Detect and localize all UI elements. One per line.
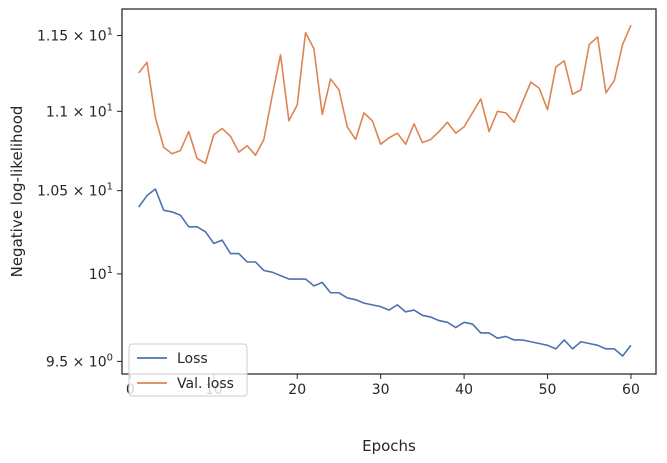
x-axis-label: Epochs bbox=[362, 437, 416, 455]
y-tick-label: 9.5 × 100 bbox=[46, 352, 113, 370]
x-tick-label: 20 bbox=[288, 382, 306, 398]
x-tick-label: 40 bbox=[455, 382, 473, 398]
legend: Loss Val. loss bbox=[128, 343, 248, 397]
x-tick-label: 30 bbox=[372, 382, 390, 398]
series-layer bbox=[138, 24, 632, 357]
y-axis-ticks: 9.5 × 100 101 1.05 × 101 1.1 × 101 1.15 × 10… bbox=[37, 26, 122, 370]
y-axis-label: Negative log-likelihood bbox=[8, 106, 26, 278]
y-tick-label: 1.1 × 101 bbox=[46, 102, 113, 120]
y-tick-label: 1.05 × 101 bbox=[37, 182, 113, 200]
x-tick-label: 60 bbox=[622, 382, 640, 398]
legend-label-1: Val. loss bbox=[177, 376, 234, 392]
y-tick-label: 101 bbox=[89, 265, 113, 283]
legend-label-0: Loss bbox=[177, 351, 208, 367]
x-tick-label: 50 bbox=[539, 382, 557, 398]
y-tick-label: 1.15 × 101 bbox=[37, 26, 113, 44]
series-line-1 bbox=[138, 24, 632, 165]
plot-frame bbox=[121, 8, 657, 375]
series-line-0 bbox=[138, 188, 632, 357]
